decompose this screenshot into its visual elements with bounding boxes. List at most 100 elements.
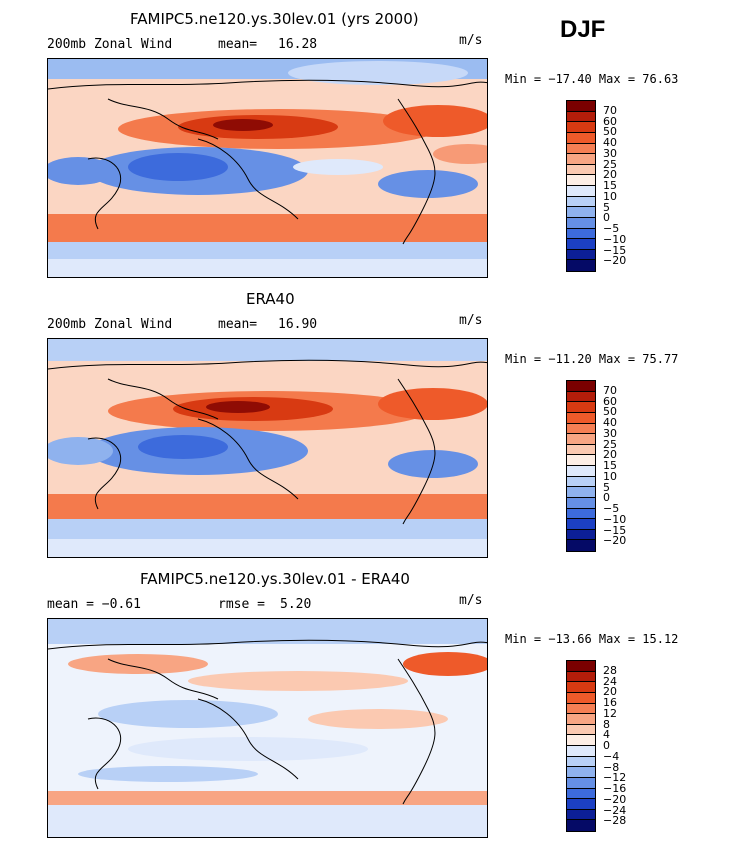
colorbar-segment xyxy=(567,111,595,123)
colorbar-segment xyxy=(567,434,595,445)
colorbar-tick-label: −24 xyxy=(603,803,627,817)
colorbar-tick-label: 70 xyxy=(603,383,617,397)
colorbar-tick-label: 60 xyxy=(603,114,617,128)
panel1-map xyxy=(47,58,488,278)
colorbar-tick-label: 60 xyxy=(603,394,617,408)
colorbar-tick-label: −10 xyxy=(603,512,627,526)
colorbar-segment xyxy=(567,703,595,715)
colorbar-segment xyxy=(567,508,595,520)
colorbar-tick-label: −20 xyxy=(603,254,627,268)
season-label: DJF xyxy=(560,16,606,43)
colorbar-segment xyxy=(567,756,595,768)
colorbar-segment xyxy=(567,788,595,800)
colorbar-segment xyxy=(567,391,595,403)
colorbar-segment xyxy=(567,260,595,271)
colorbar-segment xyxy=(567,402,595,413)
colorbar-tick-label: −20 xyxy=(603,534,627,548)
colorbar-segment xyxy=(567,249,595,261)
panel2-stat-label: mean= xyxy=(218,317,258,332)
colorbar-tick-label: 30 xyxy=(603,426,617,440)
colorbar-segment xyxy=(567,164,595,176)
colorbar-segment xyxy=(567,175,595,186)
colorbar-tick-label: 5 xyxy=(603,200,610,214)
panel1-stat-label: mean= xyxy=(218,37,258,52)
colorbar-tick-label: −15 xyxy=(603,243,627,257)
panel3-colorbar xyxy=(566,660,596,832)
panel2-minmax: Min = −11.20 Max = 75.77 xyxy=(505,352,679,366)
colorbar-segment xyxy=(567,519,595,530)
colorbar-tick-label: 15 xyxy=(603,459,617,472)
colorbar-segment xyxy=(567,207,595,218)
colorbar-tick-label: 5 xyxy=(603,480,610,494)
colorbar-tick-label: −10 xyxy=(603,232,627,246)
panel1-title: FAMIPC5.ne120.ys.30lev.01 (yrs 2000) xyxy=(130,10,419,28)
colorbar-tick-label: 24 xyxy=(603,674,617,688)
colorbar-tick-label: −16 xyxy=(603,782,627,795)
panel3-mean-label: mean = −0.61 xyxy=(47,597,141,612)
colorbar-tick-label: 8 xyxy=(603,717,610,731)
colorbar-tick-label: −28 xyxy=(603,814,627,828)
colorbar-tick-label: −5 xyxy=(603,502,620,515)
colorbar-segment xyxy=(567,692,595,704)
colorbar-tick-label: 50 xyxy=(603,405,617,419)
panel2-map-field xyxy=(48,339,487,557)
colorbar-tick-label: 12 xyxy=(603,706,617,720)
panel1-units: m/s xyxy=(459,33,483,48)
colorbar-segment xyxy=(567,529,595,541)
colorbar-tick-label: −8 xyxy=(603,760,620,774)
colorbar-tick-label: 20 xyxy=(603,168,617,182)
colorbar-tick-label: 25 xyxy=(603,437,617,451)
panel1-stat-value: 16.28 xyxy=(278,37,318,52)
colorbar-segment xyxy=(567,682,595,693)
colorbar-segment xyxy=(567,444,595,456)
panel3-map xyxy=(47,618,488,838)
colorbar-segment xyxy=(567,799,595,810)
colorbar-segment xyxy=(567,154,595,165)
colorbar-segment xyxy=(567,777,595,789)
panel3-title: FAMIPC5.ne120.ys.30lev.01 - ERA40 xyxy=(140,570,410,588)
colorbar-tick-label: 20 xyxy=(603,448,617,462)
colorbar-segment xyxy=(567,381,595,392)
panel1-variable-label: 200mb Zonal Wind xyxy=(47,37,173,52)
colorbar-segment xyxy=(567,196,595,208)
panel3-minmax: Min = −13.66 Max = 15.12 xyxy=(505,632,679,646)
colorbar-tick-label: 15 xyxy=(603,179,617,192)
colorbar-segment xyxy=(567,671,595,683)
colorbar-segment xyxy=(567,735,595,746)
colorbar-segment xyxy=(567,476,595,488)
colorbar-segment xyxy=(567,746,595,757)
panel3-map-field xyxy=(48,619,487,837)
colorbar-tick-label: −15 xyxy=(603,523,627,537)
colorbar-tick-label: 40 xyxy=(603,136,617,149)
colorbar-tick-label: 28 xyxy=(603,663,617,677)
colorbar-tick-label: 4 xyxy=(603,728,610,742)
colorbar-segment xyxy=(567,714,595,725)
colorbar-segment xyxy=(567,239,595,250)
colorbar-segment xyxy=(567,809,595,821)
colorbar-tick-label: −4 xyxy=(603,749,620,763)
colorbar-segment xyxy=(567,820,595,831)
colorbar-segment xyxy=(567,412,595,424)
colorbar-tick-label: −5 xyxy=(603,222,620,235)
colorbar-tick-label: 16 xyxy=(603,696,617,709)
colorbar-segment xyxy=(567,540,595,551)
colorbar-tick-label: 0 xyxy=(603,491,610,505)
colorbar-segment xyxy=(567,466,595,477)
colorbar-segment xyxy=(567,132,595,144)
colorbar-tick-label: 40 xyxy=(603,416,617,429)
panel2-map xyxy=(47,338,488,558)
colorbar-segment xyxy=(567,186,595,197)
colorbar-segment xyxy=(567,497,595,509)
colorbar-tick-label: 0 xyxy=(603,739,610,752)
colorbar-tick-label: 50 xyxy=(603,125,617,139)
panel3-stat-value: 5.20 xyxy=(280,597,312,612)
colorbar-tick-label: 25 xyxy=(603,157,617,171)
colorbar-tick-label: 10 xyxy=(603,189,617,203)
colorbar-segment xyxy=(567,487,595,498)
panel2-colorbar xyxy=(566,380,596,552)
panel3-stat-label: rmse = xyxy=(218,597,265,612)
panel2-variable-label: 200mb Zonal Wind xyxy=(47,317,173,332)
colorbar-segment xyxy=(567,423,595,435)
colorbar-segment xyxy=(567,217,595,229)
colorbar-segment xyxy=(567,767,595,778)
